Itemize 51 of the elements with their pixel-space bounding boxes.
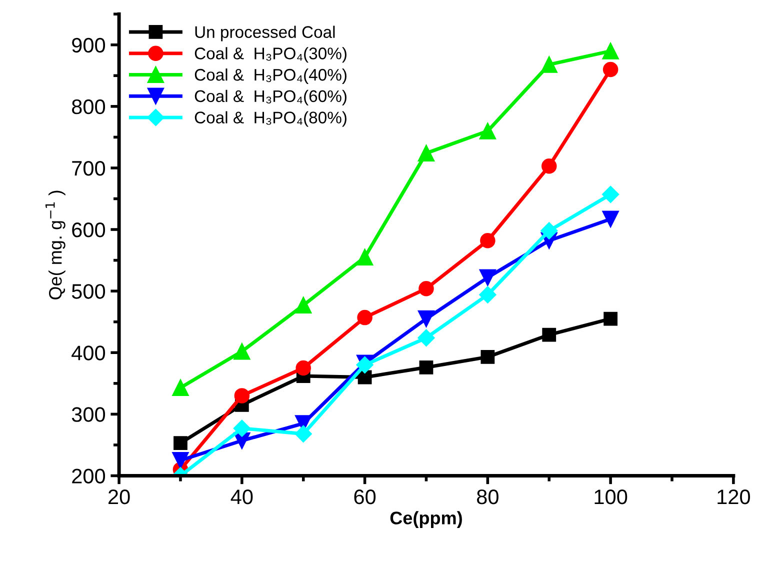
- y-tick-label: 200: [72, 468, 106, 484]
- x-tick-label: 120: [718, 489, 750, 504]
- point: [295, 296, 312, 314]
- point: [172, 379, 189, 396]
- point: [294, 425, 312, 442]
- y-tick-label: 900: [72, 38, 106, 53]
- point: [418, 280, 434, 296]
- y-tick-label: 800: [72, 99, 106, 114]
- y-tick-label: 300: [72, 407, 106, 422]
- point: [604, 312, 618, 326]
- point: [479, 122, 496, 140]
- y-tick-label: 500: [72, 284, 106, 299]
- point: [418, 144, 435, 162]
- x-tick-label: 60: [354, 489, 376, 504]
- point: [296, 360, 311, 376]
- point: [542, 328, 556, 342]
- point: [356, 248, 374, 266]
- legend-label: Coal & H₃PO₄(30%): [194, 47, 346, 63]
- point: [602, 42, 619, 60]
- point: [172, 452, 189, 469]
- x-tick-label: 40: [230, 489, 253, 504]
- point: [234, 343, 250, 360]
- legend-label: Coal & H₃PO₄(80%): [194, 111, 346, 127]
- point: [480, 350, 495, 364]
- y-tick-label: 400: [72, 346, 106, 360]
- point: [602, 210, 619, 228]
- y-axis-title: Qe( mg. g$^{−1}$ ): [45, 190, 66, 300]
- point: [234, 388, 250, 404]
- point: [419, 360, 434, 374]
- x-tick-label: 80: [477, 489, 498, 504]
- point: [174, 436, 188, 450]
- point: [602, 62, 618, 78]
- point: [540, 222, 558, 240]
- x-axis-title: Ce(ppm): [390, 511, 462, 528]
- point: [418, 329, 435, 346]
- legend-label: Coal & H₃PO₄(60%): [194, 90, 346, 106]
- point: [541, 158, 557, 174]
- point: [480, 232, 496, 248]
- point: [479, 269, 496, 286]
- legend-label: Coal & H₃PO₄(40%): [194, 68, 346, 84]
- y-tick-label: 600: [72, 222, 106, 238]
- legend-label: Un processed Coal: [195, 26, 335, 42]
- point: [602, 186, 620, 203]
- point: [479, 286, 496, 304]
- x-tick-label: 20: [108, 489, 130, 504]
- point: [540, 56, 558, 73]
- point: [357, 310, 372, 326]
- point: [233, 420, 250, 437]
- y-tick-label: 700: [72, 160, 106, 176]
- point: [418, 310, 435, 328]
- x-tick-label: 100: [594, 489, 628, 504]
